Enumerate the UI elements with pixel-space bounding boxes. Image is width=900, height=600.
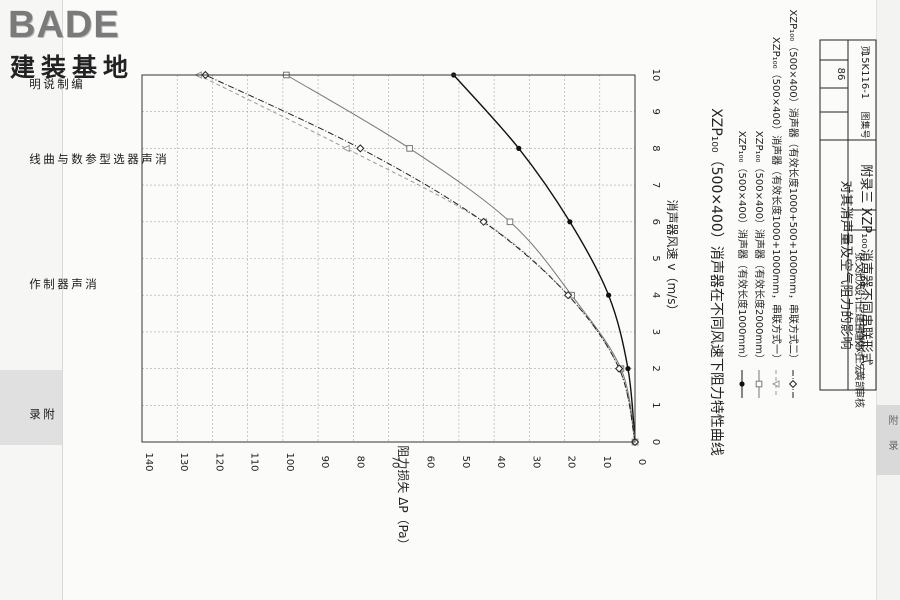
signature-cell: 张庆 bbox=[853, 269, 866, 289]
tick-label-pressure: 130 bbox=[178, 452, 189, 471]
sidebar-item-fabrication[interactable]: 消声器制作 bbox=[28, 278, 98, 291]
plot-frame bbox=[141, 74, 636, 443]
legend-marker-1 bbox=[739, 381, 745, 387]
series-2 bbox=[283, 71, 639, 446]
right-edge-char-2: 录 bbox=[886, 440, 897, 450]
signature-cell: 张文 bbox=[853, 252, 866, 272]
sidebar-item-appendix[interactable]: 附录 bbox=[28, 408, 56, 421]
title-line-2: 对其消声量及空气阻力的影响 bbox=[838, 180, 854, 349]
tick-label-velocity: 8 bbox=[650, 145, 661, 151]
signature-cell: 审核 bbox=[853, 388, 866, 408]
signature-cell: 王宏 bbox=[853, 354, 866, 374]
legend-label-1: XZP₁₀₀（500×400）消声器（有效长度1000mm） bbox=[736, 131, 749, 364]
tick-label-pressure: 60 bbox=[425, 456, 436, 469]
tick-label-pressure: 50 bbox=[460, 456, 471, 469]
right-edge-char-1: 附 bbox=[886, 415, 897, 425]
tick-label-pressure: 40 bbox=[495, 456, 506, 469]
tick-label-pressure: 20 bbox=[566, 456, 577, 469]
series-line-3 bbox=[198, 74, 636, 443]
tick-label-velocity: 0 bbox=[650, 439, 661, 445]
sidebar-item-selection[interactable]: 消声器选型参数与曲线 bbox=[28, 153, 168, 166]
page-number: 86 bbox=[835, 68, 846, 81]
active-section-shade bbox=[0, 370, 62, 445]
signature-cell: 设计 bbox=[853, 286, 866, 306]
data-point-1 bbox=[605, 292, 612, 298]
tick-label-pressure: 0 bbox=[636, 459, 647, 465]
y-axis-label: 阻力损失 ΔP（Pa） bbox=[396, 445, 411, 550]
x-axis-label: 消声器风速 v（m/s） bbox=[665, 200, 679, 317]
watermark-logo: BADE 建装基地 bbox=[8, 4, 178, 82]
logo-top-text: BADE bbox=[8, 4, 120, 46]
data-point-1 bbox=[567, 219, 573, 225]
data-point-4 bbox=[479, 217, 488, 226]
atlas-number: 15K116-1 bbox=[859, 51, 870, 99]
page-label: 页 bbox=[859, 45, 870, 54]
atlas-label: 图集号 bbox=[859, 111, 871, 138]
tick-label-velocity: 9 bbox=[650, 109, 661, 115]
right-margin-shade bbox=[876, 405, 900, 475]
data-point-4 bbox=[615, 364, 624, 373]
tick-label-pressure: 120 bbox=[213, 452, 224, 471]
data-point-1 bbox=[625, 366, 631, 372]
tick-label-velocity: 5 bbox=[650, 255, 661, 261]
chart-title: XZP₁₀₀（500×400）消声器在不同风速下阻力特性曲线 bbox=[708, 108, 724, 456]
signature-cell: 王建伟 bbox=[853, 320, 866, 350]
data-point-3 bbox=[342, 144, 350, 153]
data-point-4 bbox=[563, 291, 573, 300]
tick-label-pressure: 140 bbox=[143, 452, 154, 471]
tick-label-velocity: 7 bbox=[650, 182, 661, 188]
tick-label-pressure: 100 bbox=[284, 452, 295, 471]
tick-label-velocity: 1 bbox=[650, 402, 661, 408]
series-1 bbox=[451, 72, 638, 445]
title-block: 附录三 XZP₁₀₀消声器不同串联形式 对其消声量及空气阻力的影响 图集号 15… bbox=[819, 39, 877, 408]
tick-label-pressure: 80 bbox=[354, 456, 365, 469]
logo-bottom-text: 建装基地 bbox=[10, 53, 135, 82]
chart-grid bbox=[141, 74, 636, 443]
data-point-2 bbox=[406, 145, 413, 152]
tick-label-velocity: 10 bbox=[650, 69, 661, 82]
tick-label-pressure: 90 bbox=[319, 456, 330, 469]
tick-label-velocity: 6 bbox=[650, 219, 661, 225]
tick-label-pressure: 30 bbox=[530, 456, 541, 469]
chart-ticks: 0 10 20 30 40 50 60 70 80 90 100 110 120 130 140 0 1 2 3 4 5… bbox=[143, 69, 661, 472]
tick-label-velocity: 2 bbox=[650, 365, 661, 371]
tick-label-velocity: 4 bbox=[650, 292, 661, 298]
legend-label-2: XZP₁₀₀（500×400）消声器（有效长度2000mm） bbox=[753, 131, 766, 364]
legend-label-4: XZP₁₀₀（500×400）消声器（有效长度1000+500+1000mm，串… bbox=[787, 9, 800, 364]
sidebar-item-intro[interactable]: 编制说明 bbox=[28, 78, 84, 91]
chart-legend: XZP₁₀₀（500×400）消声器（有效长度1000mm） XZP₁₀₀（500… bbox=[736, 9, 800, 398]
title-line-1: 附录三 XZP₁₀₀消声器不同串联形式 bbox=[858, 164, 873, 365]
series-line-1 bbox=[453, 74, 636, 443]
legend-label-3: XZP₁₀₀（500×400）消声器（有效长度1000+1000mm，串联方式一… bbox=[770, 37, 783, 364]
signature-cell: 王建伟 bbox=[853, 303, 866, 333]
tick-label-pressure: 70 bbox=[390, 456, 401, 469]
data-point-2 bbox=[506, 218, 514, 226]
left-margin bbox=[0, 0, 63, 600]
signature-cell: 校对 bbox=[853, 337, 866, 357]
series-line-4 bbox=[205, 74, 636, 443]
tick-label-pressure: 110 bbox=[249, 452, 260, 471]
legend-marker-2 bbox=[755, 380, 763, 388]
chart-series bbox=[194, 70, 640, 447]
data-point-4 bbox=[356, 144, 365, 153]
data-point-1 bbox=[516, 145, 522, 151]
signature-cell: 黄凯 bbox=[853, 371, 866, 391]
legend-marker-4 bbox=[788, 379, 798, 389]
legend-marker-3 bbox=[771, 380, 780, 388]
tick-label-velocity: 3 bbox=[650, 329, 661, 335]
tick-label-pressure: 10 bbox=[601, 456, 612, 469]
